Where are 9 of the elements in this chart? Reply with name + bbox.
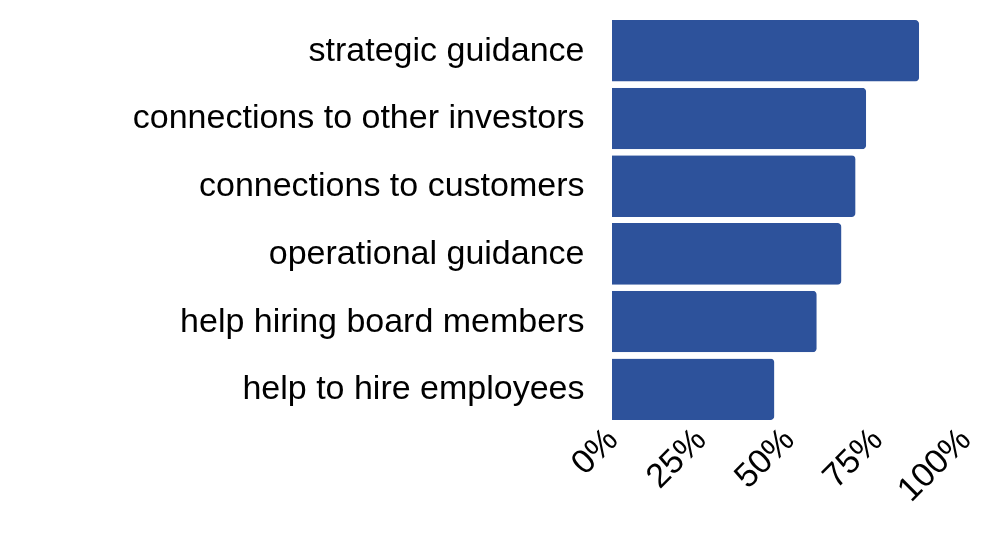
- x-tick-label: 75%: [814, 419, 890, 495]
- y-tick-label: help to hire employees: [242, 368, 585, 407]
- y-tick-label: operational guidance: [268, 232, 585, 271]
- y-tick-label: connections to other investors: [132, 97, 585, 136]
- y-tick-label: help hiring board members: [180, 300, 585, 339]
- x-tick-label: 0%: [562, 419, 625, 482]
- x-tick-label: 50%: [726, 419, 802, 495]
- y-tick-label: connections to customers: [198, 165, 585, 204]
- y-tick-label: strategic guidance: [308, 29, 585, 68]
